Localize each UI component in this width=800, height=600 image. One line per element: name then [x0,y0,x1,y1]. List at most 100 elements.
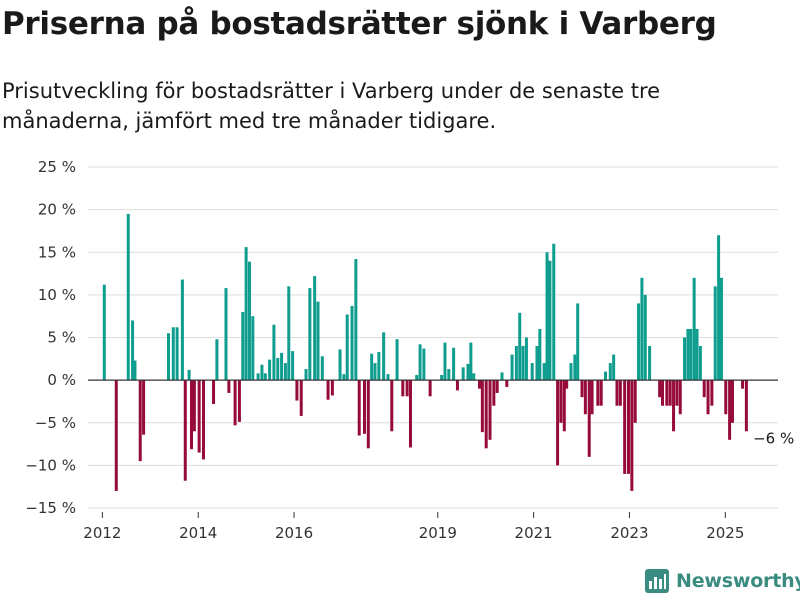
bar [338,349,342,381]
bar [201,380,205,460]
bar [138,380,142,462]
annotation-label: −6 % [753,429,794,447]
bar [495,380,499,393]
bar [698,346,702,381]
bar [596,380,600,406]
bar [469,342,473,381]
bar [382,332,386,381]
bar [590,380,594,415]
bar [366,380,370,449]
bar [370,353,374,381]
bar [390,380,394,432]
bar [728,380,732,440]
bar [565,380,569,389]
bar [583,380,587,415]
bar [405,380,409,397]
bar [272,324,276,381]
bar [190,380,193,450]
bar [627,380,630,474]
bar [227,380,231,393]
bar [562,380,566,432]
bar [719,277,723,381]
bar [251,316,255,381]
bar [488,380,492,440]
x-tick-label: 2014 [179,524,217,542]
bar [530,363,534,381]
bar [428,380,432,397]
bar [197,380,201,453]
bar [484,380,488,449]
x-axis: 2012 2014 2016 2019 2021 2023 2025 [83,512,744,542]
bar-series [102,213,748,491]
bar [552,243,556,381]
bar [686,328,690,381]
bar [683,337,687,381]
bar [102,284,106,381]
y-tick-label: 5 % [47,329,76,347]
bar [633,380,637,423]
bar [256,373,260,381]
bar [505,380,509,387]
bar [637,303,641,381]
bar [730,380,734,423]
bar [342,374,346,381]
bar [215,339,219,381]
bar [466,363,470,381]
bar [518,312,522,381]
y-axis: −15 % −10 % −5 % 0 % 5 % 10 % 15 % 20 % 25 % [25,158,76,517]
bar [326,380,330,400]
x-tick-label: 2016 [275,524,313,542]
bar [661,380,665,406]
bar [514,346,518,381]
bar [131,320,135,381]
bar [492,380,496,406]
bar [320,356,324,381]
bar [599,380,603,406]
bar [263,373,267,381]
bar [618,380,622,406]
bar [630,380,634,491]
bar [167,333,170,381]
bar [480,380,484,433]
bar [702,380,706,398]
bar [510,354,514,381]
bar [126,213,130,381]
bar [183,380,187,481]
bar [500,372,504,381]
bar [580,380,584,398]
bar [386,374,390,381]
bar [604,371,607,381]
bar [713,286,717,381]
chart-title: Priserna på bostadsrätter sjönk i Varber… [2,6,717,42]
bar [192,380,196,432]
bar [330,380,334,396]
bar [408,380,412,448]
bar [668,380,672,406]
bar [717,235,721,381]
bar [524,337,528,381]
bar [212,380,216,404]
bar [180,279,184,381]
y-tick-label: 0 % [47,371,76,389]
bar [452,347,456,381]
y-tick-label: 15 % [38,243,76,261]
bar [706,380,710,415]
bar [377,351,381,381]
bar [373,363,377,381]
bar [395,339,399,381]
bar [244,247,248,381]
bar [345,314,349,381]
bar [304,369,308,381]
bar [658,380,662,398]
bar [623,380,627,474]
bar [724,380,728,415]
bar [741,380,745,389]
bar [443,342,447,381]
x-tick-label: 2025 [706,524,744,542]
bar [695,328,699,381]
y-tick-label: −5 % [35,414,76,432]
bar [678,380,682,415]
bar [472,373,476,381]
y-tick-label: 20 % [38,201,76,219]
bar [665,380,669,406]
